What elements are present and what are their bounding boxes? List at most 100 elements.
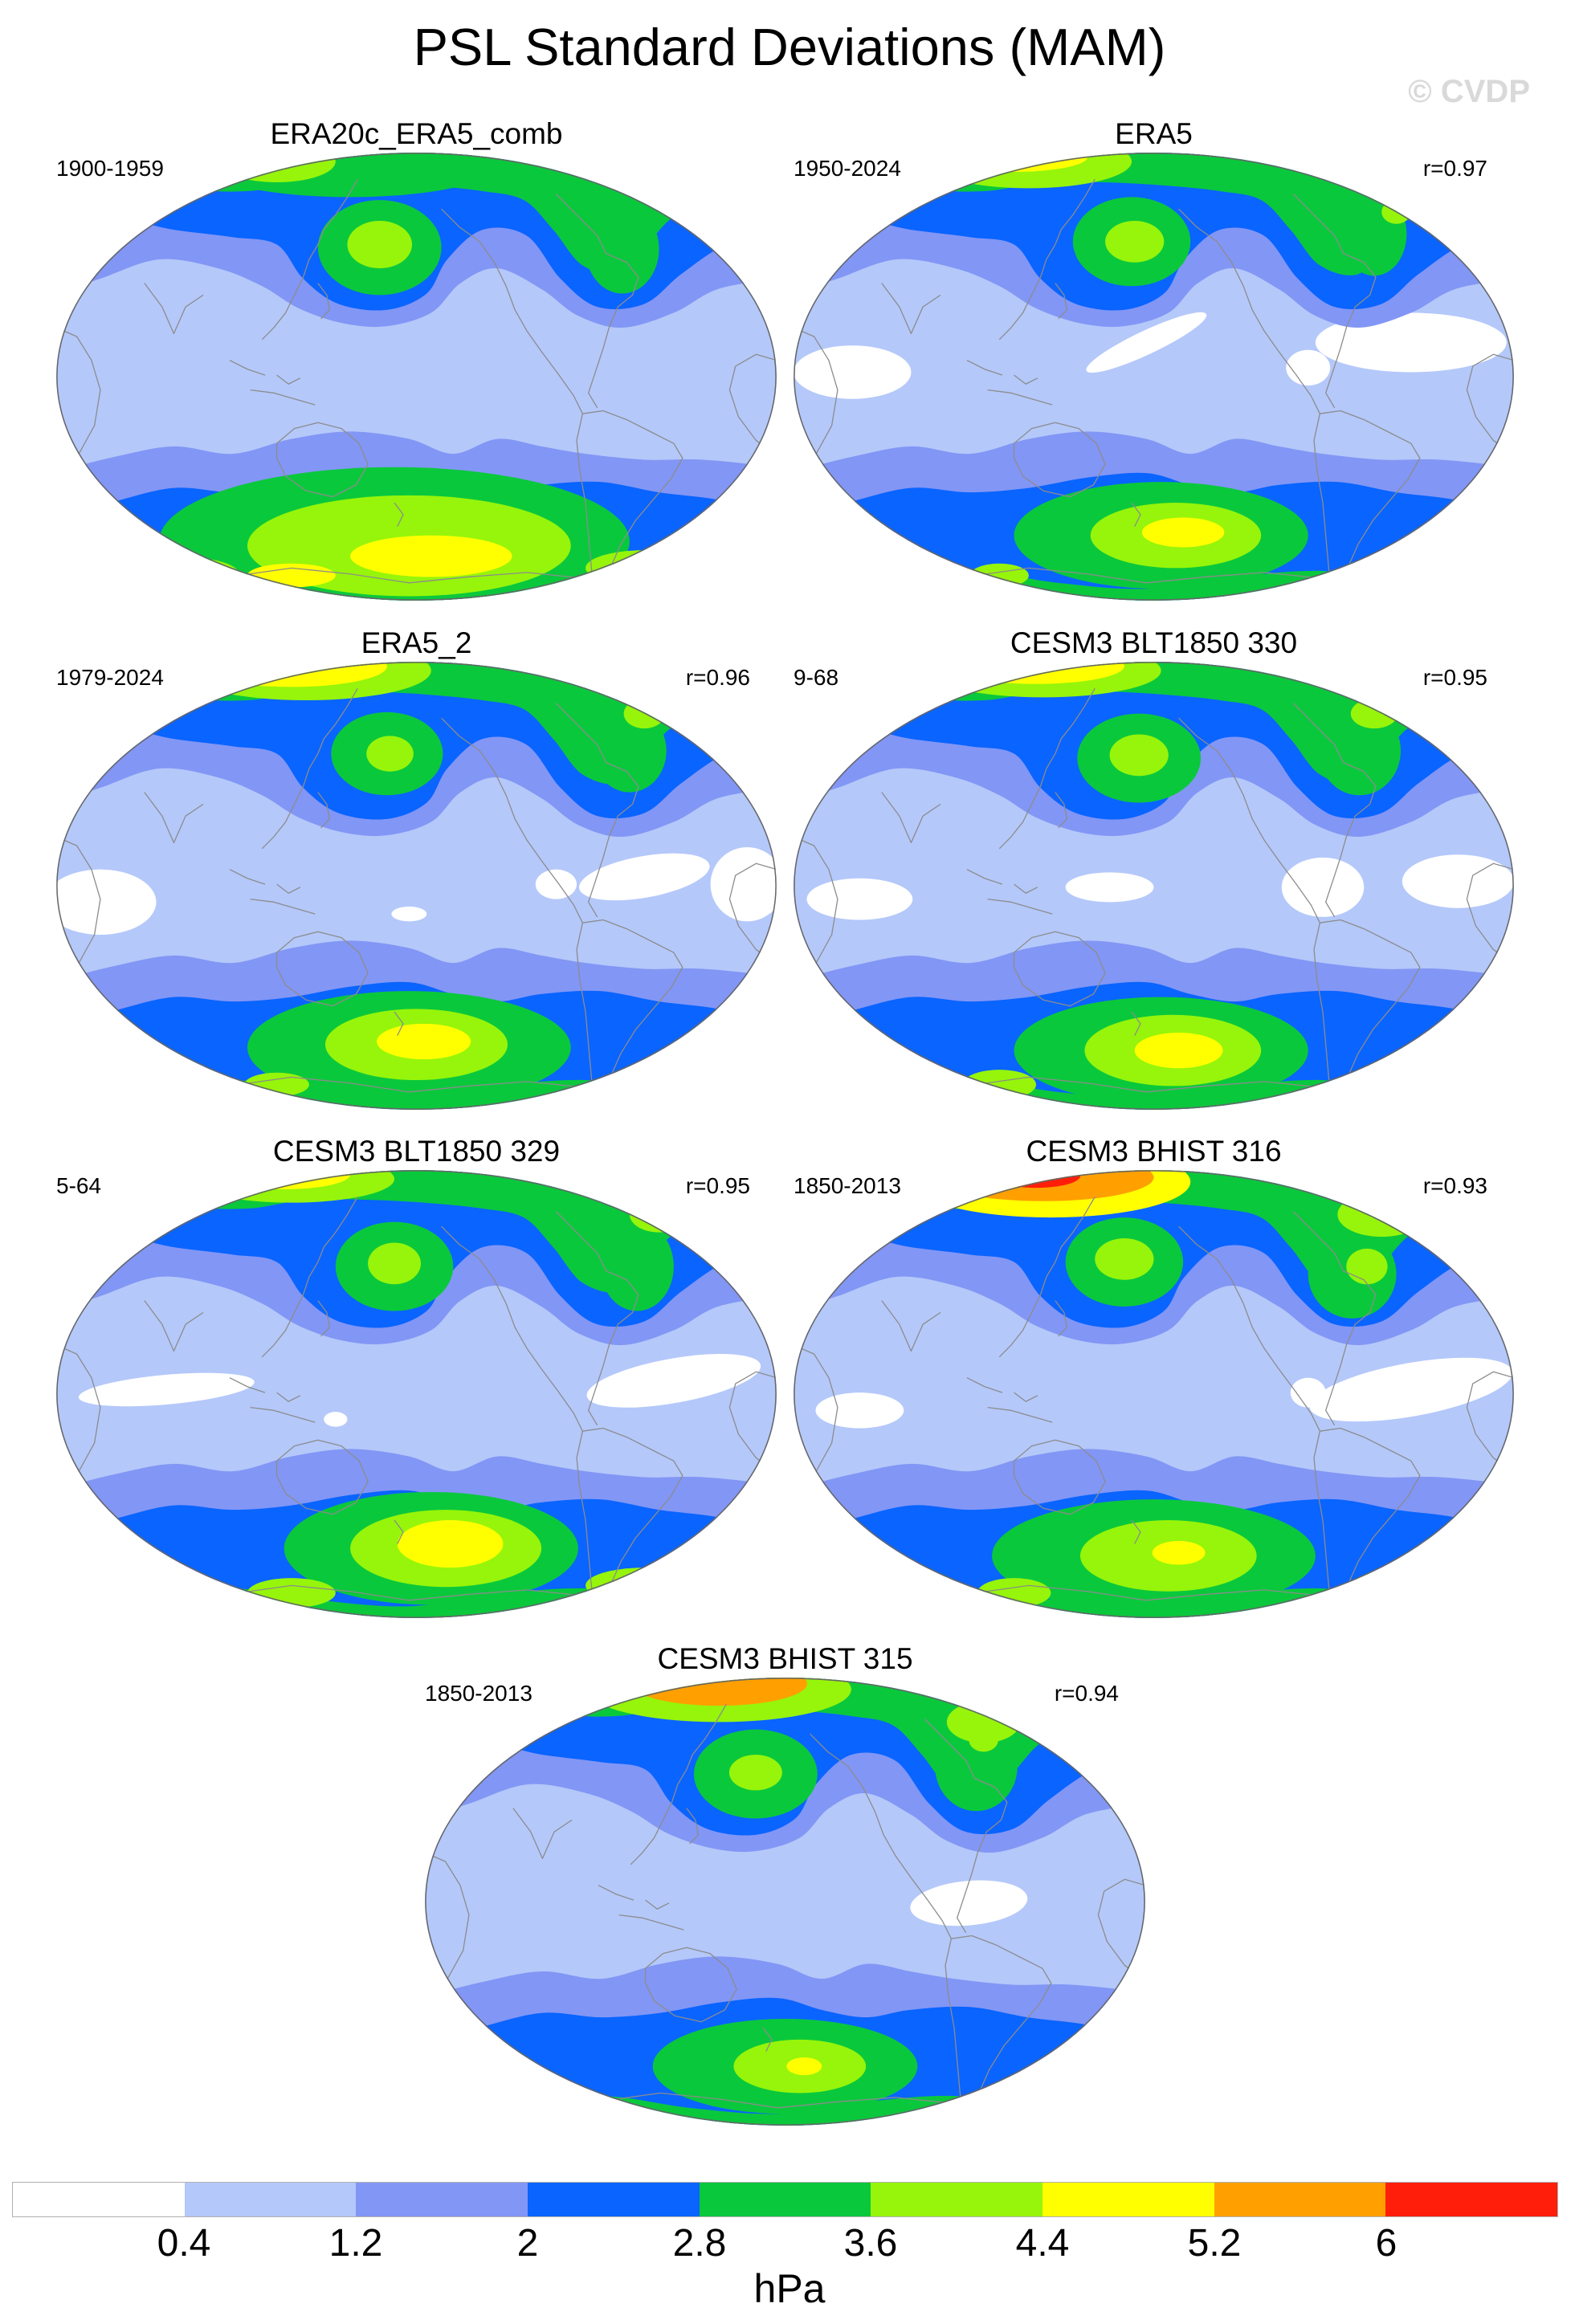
coastline	[394, 1520, 403, 1544]
contour-fills	[56, 153, 777, 601]
contour-fill	[794, 345, 912, 399]
contour-fill	[1402, 854, 1514, 908]
contour-fill	[1134, 1032, 1223, 1069]
coastline	[687, 1808, 699, 1844]
coastline	[598, 1886, 634, 1900]
coastline	[630, 1704, 726, 1865]
coastline	[145, 283, 203, 334]
coastline	[251, 1408, 316, 1422]
coastline	[951, 1935, 1051, 2119]
coastline	[1014, 375, 1038, 384]
coastline	[999, 179, 1095, 340]
colorbar-segment	[1385, 2183, 1558, 2216]
map-panel	[794, 1170, 1514, 1618]
coastline	[1132, 1012, 1140, 1036]
contour-fills	[56, 662, 777, 1110]
contour-fill	[347, 220, 413, 269]
contour-fill	[910, 1880, 1028, 1926]
contour-fill	[377, 1023, 471, 1060]
contour-fills	[794, 1170, 1514, 1618]
contour-fill	[585, 204, 659, 294]
contour-fill	[962, 1070, 1037, 1100]
coastline	[1055, 793, 1067, 828]
map-panel	[425, 1678, 1145, 2126]
contour-fill	[1281, 857, 1365, 917]
contour-fill	[1337, 1192, 1426, 1237]
colorbar-tick-label: 0.4	[157, 2222, 211, 2265]
watermark: © CVDP	[1408, 74, 1530, 109]
colorbar-ticks: 0.4 1.2 2 2.8 3.6 4.4 5.2 6	[12, 2224, 1558, 2265]
coastline	[1132, 1520, 1140, 1544]
contour-fill	[1290, 1377, 1326, 1408]
coastline	[442, 1226, 583, 1431]
map-outline	[794, 663, 1513, 1109]
coastline	[1320, 1428, 1419, 1612]
coastline	[729, 863, 777, 964]
coastline	[1014, 884, 1038, 893]
colorbar-segment	[356, 2183, 528, 2216]
coastline	[1132, 503, 1140, 527]
contour-fill	[806, 878, 913, 920]
colorbar-segment	[13, 2183, 185, 2216]
panel-title: CESM3 BHIST 316	[1026, 1135, 1282, 1168]
contour-fill	[1105, 220, 1165, 263]
coastline	[262, 179, 357, 340]
coastline	[277, 422, 368, 496]
panel-correlation: r=0.95	[1422, 665, 1487, 690]
coastline	[1293, 194, 1376, 408]
panel-correlation: r=0.95	[685, 1173, 750, 1198]
contour-fill	[78, 1372, 255, 1407]
contour-fill	[992, 1170, 1080, 1189]
panel-title: CESM3 BLT1850 330	[1010, 626, 1298, 659]
colorbar-segment	[528, 2183, 700, 2216]
contour-fill	[1346, 1248, 1388, 1285]
colorbar-segment	[1042, 2183, 1214, 2216]
coastline	[882, 1301, 940, 1352]
contour-fill	[1341, 192, 1407, 276]
contour-fill	[1318, 706, 1402, 796]
contour-fill	[137, 557, 240, 593]
contour-fill	[535, 869, 577, 899]
map-panel	[794, 662, 1514, 1110]
coastline	[945, 1939, 963, 2119]
coastline	[277, 375, 300, 384]
map-panel	[56, 662, 777, 1110]
coastline	[1467, 863, 1514, 964]
contour-fills	[794, 153, 1514, 601]
coastline	[1293, 1212, 1376, 1425]
coastline	[999, 1197, 1095, 1357]
coastline	[967, 870, 1002, 884]
map-outline	[794, 1171, 1513, 1617]
map-panel	[56, 153, 777, 601]
contour-fill	[366, 736, 414, 772]
contour-fill	[578, 853, 710, 901]
coastline	[277, 884, 300, 893]
coastline	[582, 1428, 682, 1612]
coastline	[882, 793, 940, 843]
panel-correlation: r=0.97	[1422, 156, 1487, 181]
coastline	[425, 1853, 469, 1995]
coastline	[56, 1345, 100, 1487]
panel-period: 1850-2013	[794, 1173, 901, 1198]
colorbar-tick-label: 3.6	[843, 2222, 898, 2265]
panel-period: 1950-2024	[794, 156, 901, 181]
coastline	[1179, 1226, 1320, 1431]
coastline	[145, 793, 203, 843]
colorbar	[12, 2182, 1558, 2217]
contour-fill	[1141, 517, 1225, 548]
colorbar-tick-label: 2	[516, 2222, 539, 2265]
map-outline	[426, 1678, 1144, 2125]
coastline	[1314, 414, 1332, 594]
contour-fill	[368, 1242, 421, 1285]
coastline	[556, 194, 639, 408]
panel-period: 1850-2013	[425, 1681, 532, 1706]
coastline	[442, 209, 583, 414]
coastline	[277, 1440, 368, 1514]
panel-correlation: r=0.96	[685, 665, 750, 690]
coastline	[251, 899, 316, 914]
coastline	[262, 688, 357, 849]
coastline	[442, 718, 583, 923]
contour-fill	[1065, 872, 1154, 903]
coastline	[794, 1345, 838, 1487]
coastline	[729, 354, 777, 455]
